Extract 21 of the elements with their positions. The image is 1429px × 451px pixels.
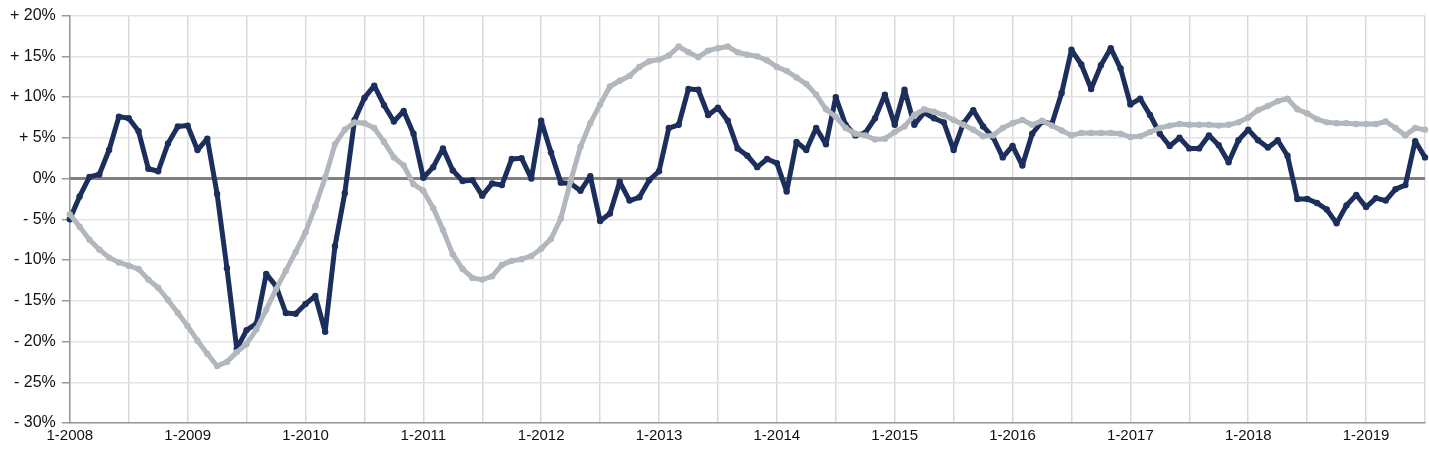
x-tick-label: 1-2015 — [871, 426, 919, 444]
y-tick-label: - 10% — [14, 250, 56, 268]
x-tick-label: 1-2009 — [164, 426, 212, 444]
x-tick-label: 1-2014 — [753, 426, 801, 444]
y-tick-label: + 15% — [10, 46, 56, 64]
y-tick-label: + 10% — [10, 87, 56, 105]
x-tick-label: 1-2011 — [400, 426, 447, 444]
y-tick-label: + 5% — [18, 128, 56, 146]
x-tick-label: 1-2012 — [517, 426, 565, 444]
x-tick-label: 1-2018 — [1224, 426, 1272, 444]
y-tick-label: - 25% — [14, 372, 56, 390]
x-tick-label: 1-2016 — [989, 426, 1036, 444]
x-tick-label: 1-2010 — [282, 426, 329, 444]
y-tick-label: - 15% — [14, 291, 56, 309]
x-tick-label: 1-2017 — [1107, 426, 1154, 444]
x-tick-label: 1-2019 — [1342, 426, 1390, 444]
x-tick-label: 1-2013 — [635, 426, 683, 444]
y-tick-label: - 5% — [22, 209, 56, 227]
y-tick-label: 0% — [32, 168, 56, 186]
y-tick-label: + 20% — [10, 6, 56, 24]
y-tick-label: - 20% — [14, 331, 56, 349]
